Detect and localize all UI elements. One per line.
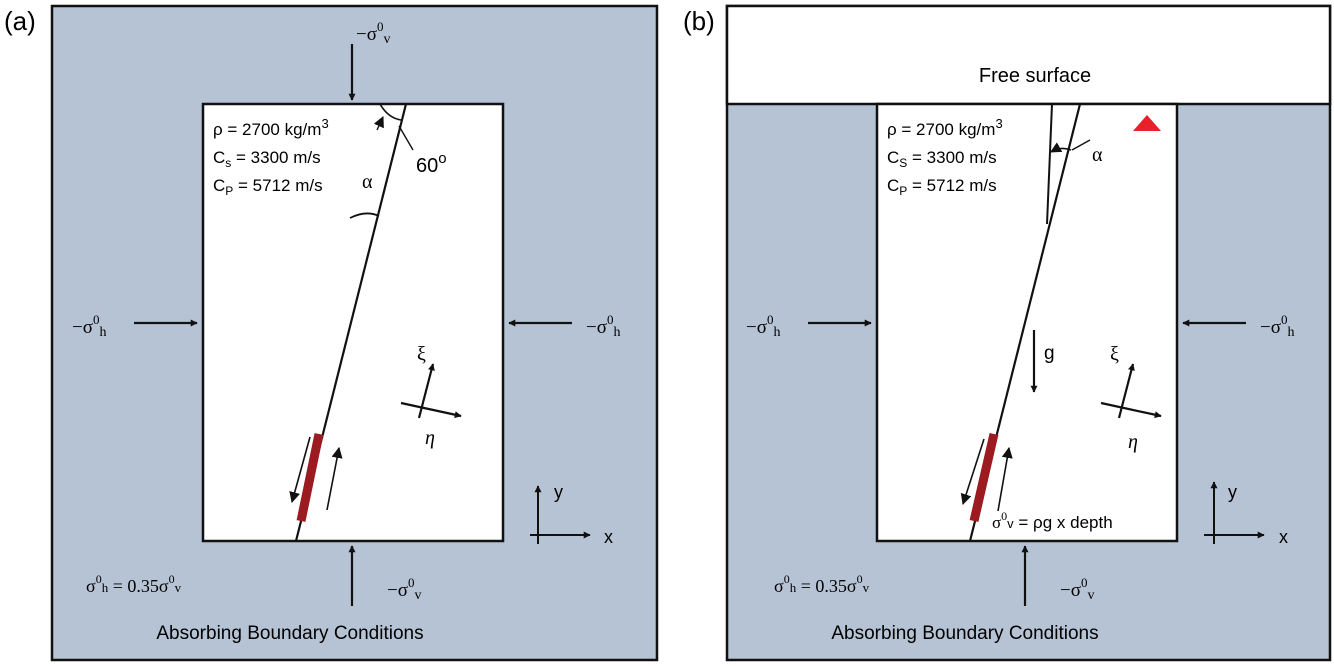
panel-a-angle-arrow (373, 116, 384, 131)
panel-a-eta-axis (400, 401, 462, 419)
panel-a-stress-relation: σ0h = 0.35σ0v (86, 572, 182, 596)
panel-a: (a) 60o α ρ = 2700 kg/m3 Cs = 3300 m/s C… (4, 4, 659, 662)
panel-b-slip-arrow-up (997, 446, 1013, 512)
panel-b-stress-relation: σ0h = 0.35σ0v (774, 572, 870, 596)
panel-b-xi-axis (1117, 363, 1135, 419)
panel-b-vertical-reference (1046, 103, 1053, 225)
panel-b-free-surface-region (725, 4, 1332, 106)
panel-b-label: (b) (683, 6, 715, 36)
panel-a-slip-arrow-up (326, 446, 343, 511)
panel-b-sigma-v-bottom: −σ0v (1060, 575, 1094, 603)
panel-b-domain (875, 102, 1179, 543)
panel-a-xi-axis (417, 363, 435, 419)
panel-a-footer: Absorbing Boundary Conditions (156, 623, 423, 644)
panel-a-x-label: x (604, 527, 613, 547)
panel-b: (b) Free surface α ρ = 2700 kg/m3 CS = 3… (683, 4, 1332, 662)
panel-b-station-icon (1133, 115, 1161, 131)
panel-a-alpha: α (362, 171, 373, 193)
panel-a-eta: η (425, 427, 435, 449)
panel-a-slip-arrow-down (289, 436, 311, 504)
panel-b-free-surface-label: Free surface (979, 65, 1091, 87)
panel-b-shear-velocity: CS = 3300 m/s (887, 148, 997, 170)
panel-a-fault-patch (296, 433, 324, 522)
panel-a-sigma-h-left: −σ0h (72, 312, 106, 340)
panel-a-density: ρ = 2700 kg/m3 (213, 116, 329, 139)
panel-b-xi: ξ (1110, 343, 1119, 365)
panel-b-sigma-h-right: −σ0h (1260, 312, 1294, 340)
panel-a-sigma-v-top: −σ0v (356, 19, 390, 47)
panel-b-alpha-leader (1071, 139, 1091, 151)
panel-a-angle-leader (398, 125, 414, 151)
panel-b-sigma-h-left: −σ0h (746, 312, 780, 340)
panel-a-xi: ξ (417, 343, 426, 365)
panel-b-slip-arrow-down (960, 438, 985, 506)
panel-b-fault-patch (969, 432, 999, 523)
panel-a-angle-arc-60 (379, 103, 402, 121)
panel-b-eta-axis (1100, 401, 1162, 419)
panel-b-eta: η (1128, 431, 1138, 453)
panel-b-alpha: α (1092, 144, 1103, 166)
panel-b-alpha-arrow (1050, 142, 1063, 153)
panel-a-label: (a) (4, 6, 36, 36)
panel-b-gravity-label: g (1044, 343, 1055, 364)
panel-a-angle-label: 60o (416, 150, 447, 177)
panel-a-sigma-v-bottom: −σ0v (387, 575, 421, 603)
panel-a-shear-velocity: Cs = 3300 m/s (213, 148, 321, 170)
panel-a-alpha-arc (349, 212, 380, 219)
panel-b-gravity-stress: σ0v = ρg x depth (992, 509, 1113, 532)
panel-a-p-velocity: CP = 5712 m/s (213, 176, 323, 198)
panel-b-x-label: x (1279, 527, 1288, 547)
panel-b-y-label: y (1228, 482, 1237, 502)
panel-a-domain (201, 102, 505, 543)
panel-a-sigma-h-right: −σ0h (586, 312, 620, 340)
panel-a-y-label: y (554, 482, 563, 502)
panel-b-p-velocity: CP = 5712 m/s (887, 176, 997, 198)
panel-b-footer: Absorbing Boundary Conditions (831, 623, 1098, 644)
panel-b-density: ρ = 2700 kg/m3 (887, 116, 1003, 139)
